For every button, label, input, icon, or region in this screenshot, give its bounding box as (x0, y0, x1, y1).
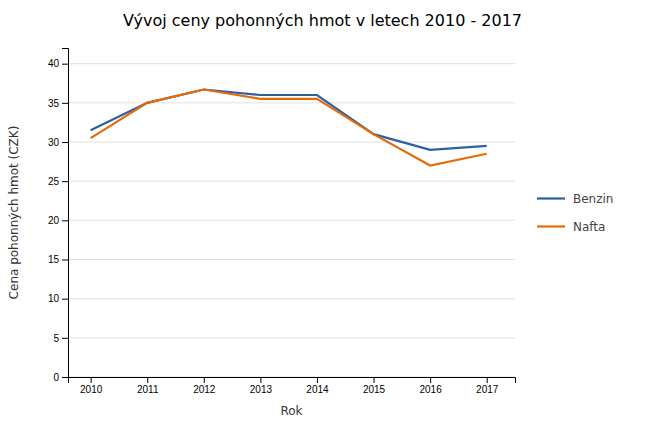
tick-label: 2017 (476, 384, 499, 395)
tick-mark (317, 377, 318, 383)
tick: 2013 (250, 377, 273, 395)
tick-label: 2016 (420, 384, 443, 395)
legend-swatch (537, 225, 565, 227)
grid-line (68, 337, 515, 338)
tick-mark (62, 142, 68, 143)
tick-label: 2013 (250, 384, 273, 395)
tick-mark (62, 103, 68, 104)
legend: Benzin Nafta (537, 192, 613, 234)
tick-mark (487, 377, 488, 383)
series-line (91, 90, 487, 166)
tick: 25 (48, 176, 68, 187)
tick-label: 5 (53, 333, 59, 344)
tick-mark (204, 377, 205, 383)
tick: 0 (53, 372, 68, 383)
tick-label: 2010 (80, 384, 103, 395)
plot: 2010 2011 2012 2013 2014 2015 2016 2017 0 5 10 15 20… (48, 49, 516, 396)
y-axis-title: Cena pohonných hmot (CZK) (7, 126, 21, 300)
tick-mark (260, 377, 261, 383)
tick-label: 20 (48, 215, 60, 226)
tick: 2016 (420, 377, 443, 395)
tick: 2011 (137, 377, 159, 395)
tick-label: 2015 (363, 384, 386, 395)
tick-mark (62, 377, 68, 378)
tick: 2017 (476, 377, 499, 395)
tick-mark (430, 377, 431, 383)
marks (91, 90, 487, 166)
y-axis: 0 5 10 15 20 25 30 35 40 (48, 49, 69, 383)
tick-mark (62, 64, 68, 65)
tick-label: 10 (48, 293, 60, 304)
tick-mark (91, 377, 92, 383)
x-axis-title: Rok (280, 404, 302, 418)
tick-mark (62, 181, 68, 182)
tick-label: 30 (48, 137, 60, 148)
tick: 2010 (80, 377, 103, 395)
tick-mark (374, 377, 375, 383)
tick: 35 (48, 98, 68, 109)
legend-swatch (537, 197, 565, 199)
tick-label: 2011 (137, 384, 159, 395)
tick-mark (147, 377, 148, 383)
grid-line (68, 259, 515, 260)
tick-mark (62, 260, 68, 261)
grid-line (68, 102, 515, 103)
tick: 15 (48, 254, 68, 265)
grid-line (68, 142, 515, 143)
x-axis: 2010 2011 2012 2013 2014 2015 2016 2017 (69, 377, 516, 395)
tick-mark (62, 338, 68, 339)
tick: 2012 (193, 377, 216, 395)
tick-mark (62, 299, 68, 300)
axis-line (62, 49, 69, 378)
grid (68, 64, 515, 377)
tick-label: 15 (48, 254, 60, 265)
tick: 40 (48, 58, 68, 69)
tick-mark (62, 220, 68, 221)
tick: 2015 (363, 377, 386, 395)
tick-label: 35 (48, 98, 60, 109)
grid-line (68, 181, 515, 182)
grid-line (68, 298, 515, 299)
tick-label: 40 (48, 58, 60, 69)
grid-line (68, 220, 515, 221)
tick-label: 2012 (193, 384, 216, 395)
tick: 30 (48, 137, 68, 148)
tick: 2014 (306, 377, 329, 395)
grid-line (68, 63, 515, 64)
legend-label: Nafta (573, 220, 605, 234)
legend-label: Benzin (573, 192, 613, 206)
tick: 5 (53, 333, 68, 344)
title: Vývoj ceny pohonných hmot v letech 2010 … (123, 11, 522, 30)
axis-line (69, 378, 516, 384)
tick-label: 25 (48, 176, 60, 187)
tick: 10 (48, 293, 68, 304)
chart: Vývoj ceny pohonných hmot v letech 2010 … (0, 0, 645, 429)
tick-label: 0 (53, 372, 59, 383)
tick: 20 (48, 215, 68, 226)
tick-label: 2014 (306, 384, 329, 395)
